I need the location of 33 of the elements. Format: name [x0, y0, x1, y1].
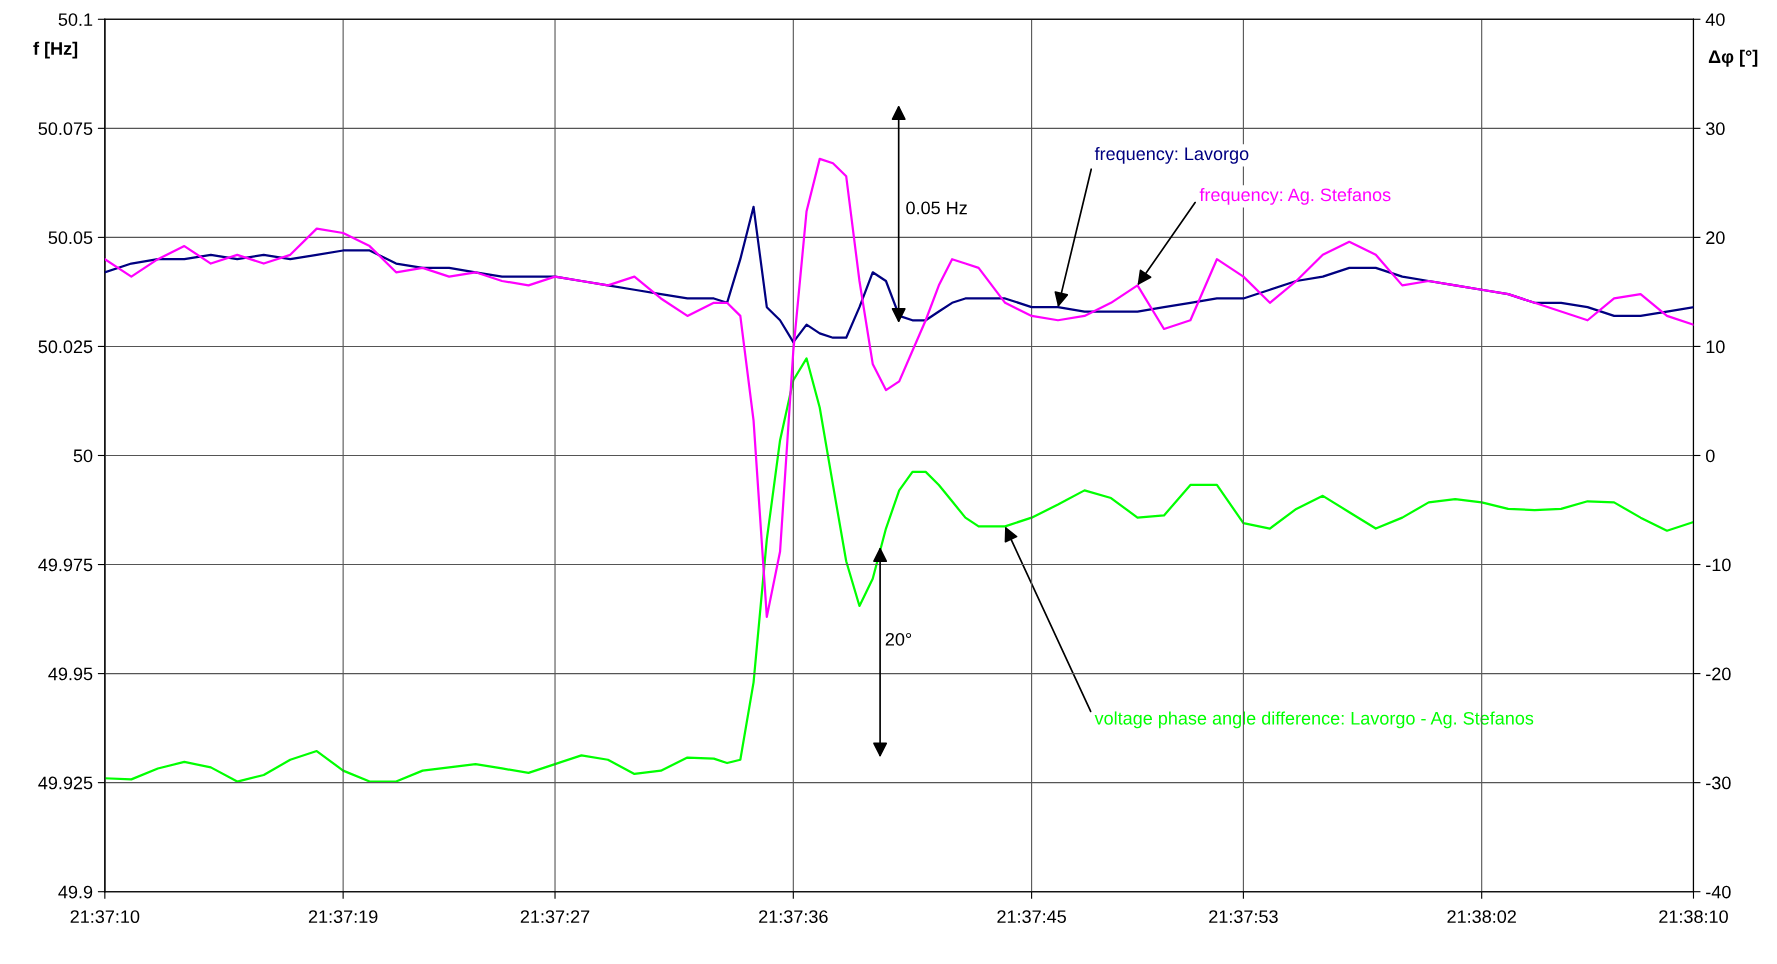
y-tick-label: 50: [73, 449, 93, 463]
y2-tick-label: 0: [1705, 449, 1715, 463]
y-tick-label: 50.1: [58, 13, 93, 26]
y2-tick-label: 10: [1706, 340, 1725, 354]
line-series: [104, 357, 1694, 783]
y-tick-label: 50.075: [38, 122, 93, 136]
y-tick-label: 49.975: [38, 558, 93, 572]
text: frequency: Lavorgo: [1094, 146, 1249, 164]
x-tick-label: 21:37:19: [308, 910, 378, 924]
y2-tick-label: 20: [1706, 231, 1725, 245]
annotation: 0.05 Hz: [906, 201, 967, 215]
x-tick-label: 21:37:53: [1209, 910, 1278, 924]
x-tick-label: 21:37:27: [520, 910, 590, 924]
y2-tick-label: -30: [1706, 776, 1731, 790]
y-axis-title: f [Hz]: [33, 41, 78, 59]
y2-tick-label: 40: [1705, 13, 1725, 26]
y2-axis-title: Δφ [°]: [1708, 49, 1758, 67]
y2-tick-label: 30: [1705, 122, 1725, 136]
text: frequency: Ag. Stefanos: [1199, 187, 1391, 205]
annotation: 20°: [885, 632, 912, 646]
x-tick-label: 21:37:45: [997, 910, 1066, 924]
y2-tick-label: -20: [1706, 667, 1731, 681]
y2-tick-label: -40: [1706, 885, 1731, 899]
x-tick-label: 21:37:36: [759, 910, 828, 924]
y2-tick-label: -10: [1706, 558, 1731, 572]
y-tick-label: 49.925: [38, 776, 93, 790]
y-tick-label: 50.05: [48, 231, 93, 245]
x-tick-label: 21:38:02: [1447, 910, 1516, 924]
x-tick-label: 21:38:10: [1659, 910, 1728, 924]
y-tick-label: 50.025: [38, 340, 93, 354]
x-tick-label: 21:37:10: [70, 910, 140, 924]
y-tick-label: 49.95: [48, 667, 93, 681]
y-tick-label: 49.9: [58, 885, 93, 899]
